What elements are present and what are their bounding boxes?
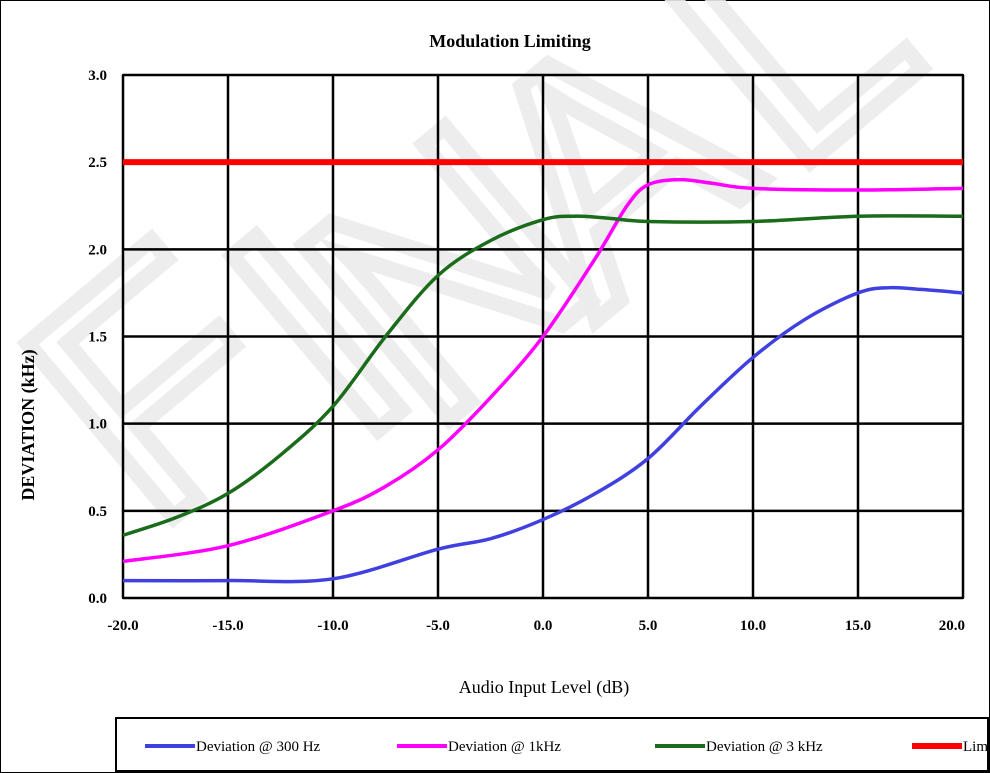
x-tick-label: 5.0 [639,618,658,634]
x-tick-label: 10.0 [740,618,766,634]
chart-title: Modulation Limiting [429,31,591,51]
x-tick-label: -5.0 [426,618,450,634]
x-axis-label: Audio Input Level (dB) [459,677,629,698]
series-line-deviation-300-hz [122,285,964,584]
legend-label-deviation-300-hz: Deviation @ 300 Hz [196,739,321,755]
legend-label-deviation-1khz: Deviation @ 1kHz [448,739,561,755]
y-tick-label: 2.5 [88,155,107,171]
x-tick-label: 20.0 [939,618,965,634]
series-line-deviation-3-khz [122,214,964,537]
legend-box [115,717,989,772]
plot-border [122,74,964,599]
y-tick-labels: 0.0 0.5 1.0 1.5 2.0 2.5 3.0 [88,68,107,607]
y-tick-label: 0.0 [88,591,107,607]
x-tick-label: 15.0 [845,618,871,634]
x-tick-label: -20.0 [107,618,138,634]
x-tick-labels: -20.0 -15.0 -10.0 -5.0 0.0 5.0 10.0 15.0 20.0 [107,618,965,634]
y-tick-label: 2.0 [88,242,107,258]
y-tick-label: 3.0 [88,68,107,84]
legend: Deviation @ 300 Hz Deviation @ 1kHz Deviat… [145,739,990,755]
y-tick-label: 1.0 [88,417,107,433]
legend-label-deviation-3-khz: Deviation @ 3 kHz [706,739,823,755]
y-tick-label: 0.5 [88,504,107,520]
y-tick-label: 1.5 [88,330,107,346]
y-axis-label: DEVIATION (kHz) [18,349,39,500]
x-tick-label: 0.0 [534,618,553,634]
series-lines [122,159,964,584]
legend-label-limit: Limit [963,739,990,755]
x-tick-label: -10.0 [317,618,348,634]
series-line-deviation-1khz [122,177,964,564]
x-tick-label: -15.0 [212,618,243,634]
